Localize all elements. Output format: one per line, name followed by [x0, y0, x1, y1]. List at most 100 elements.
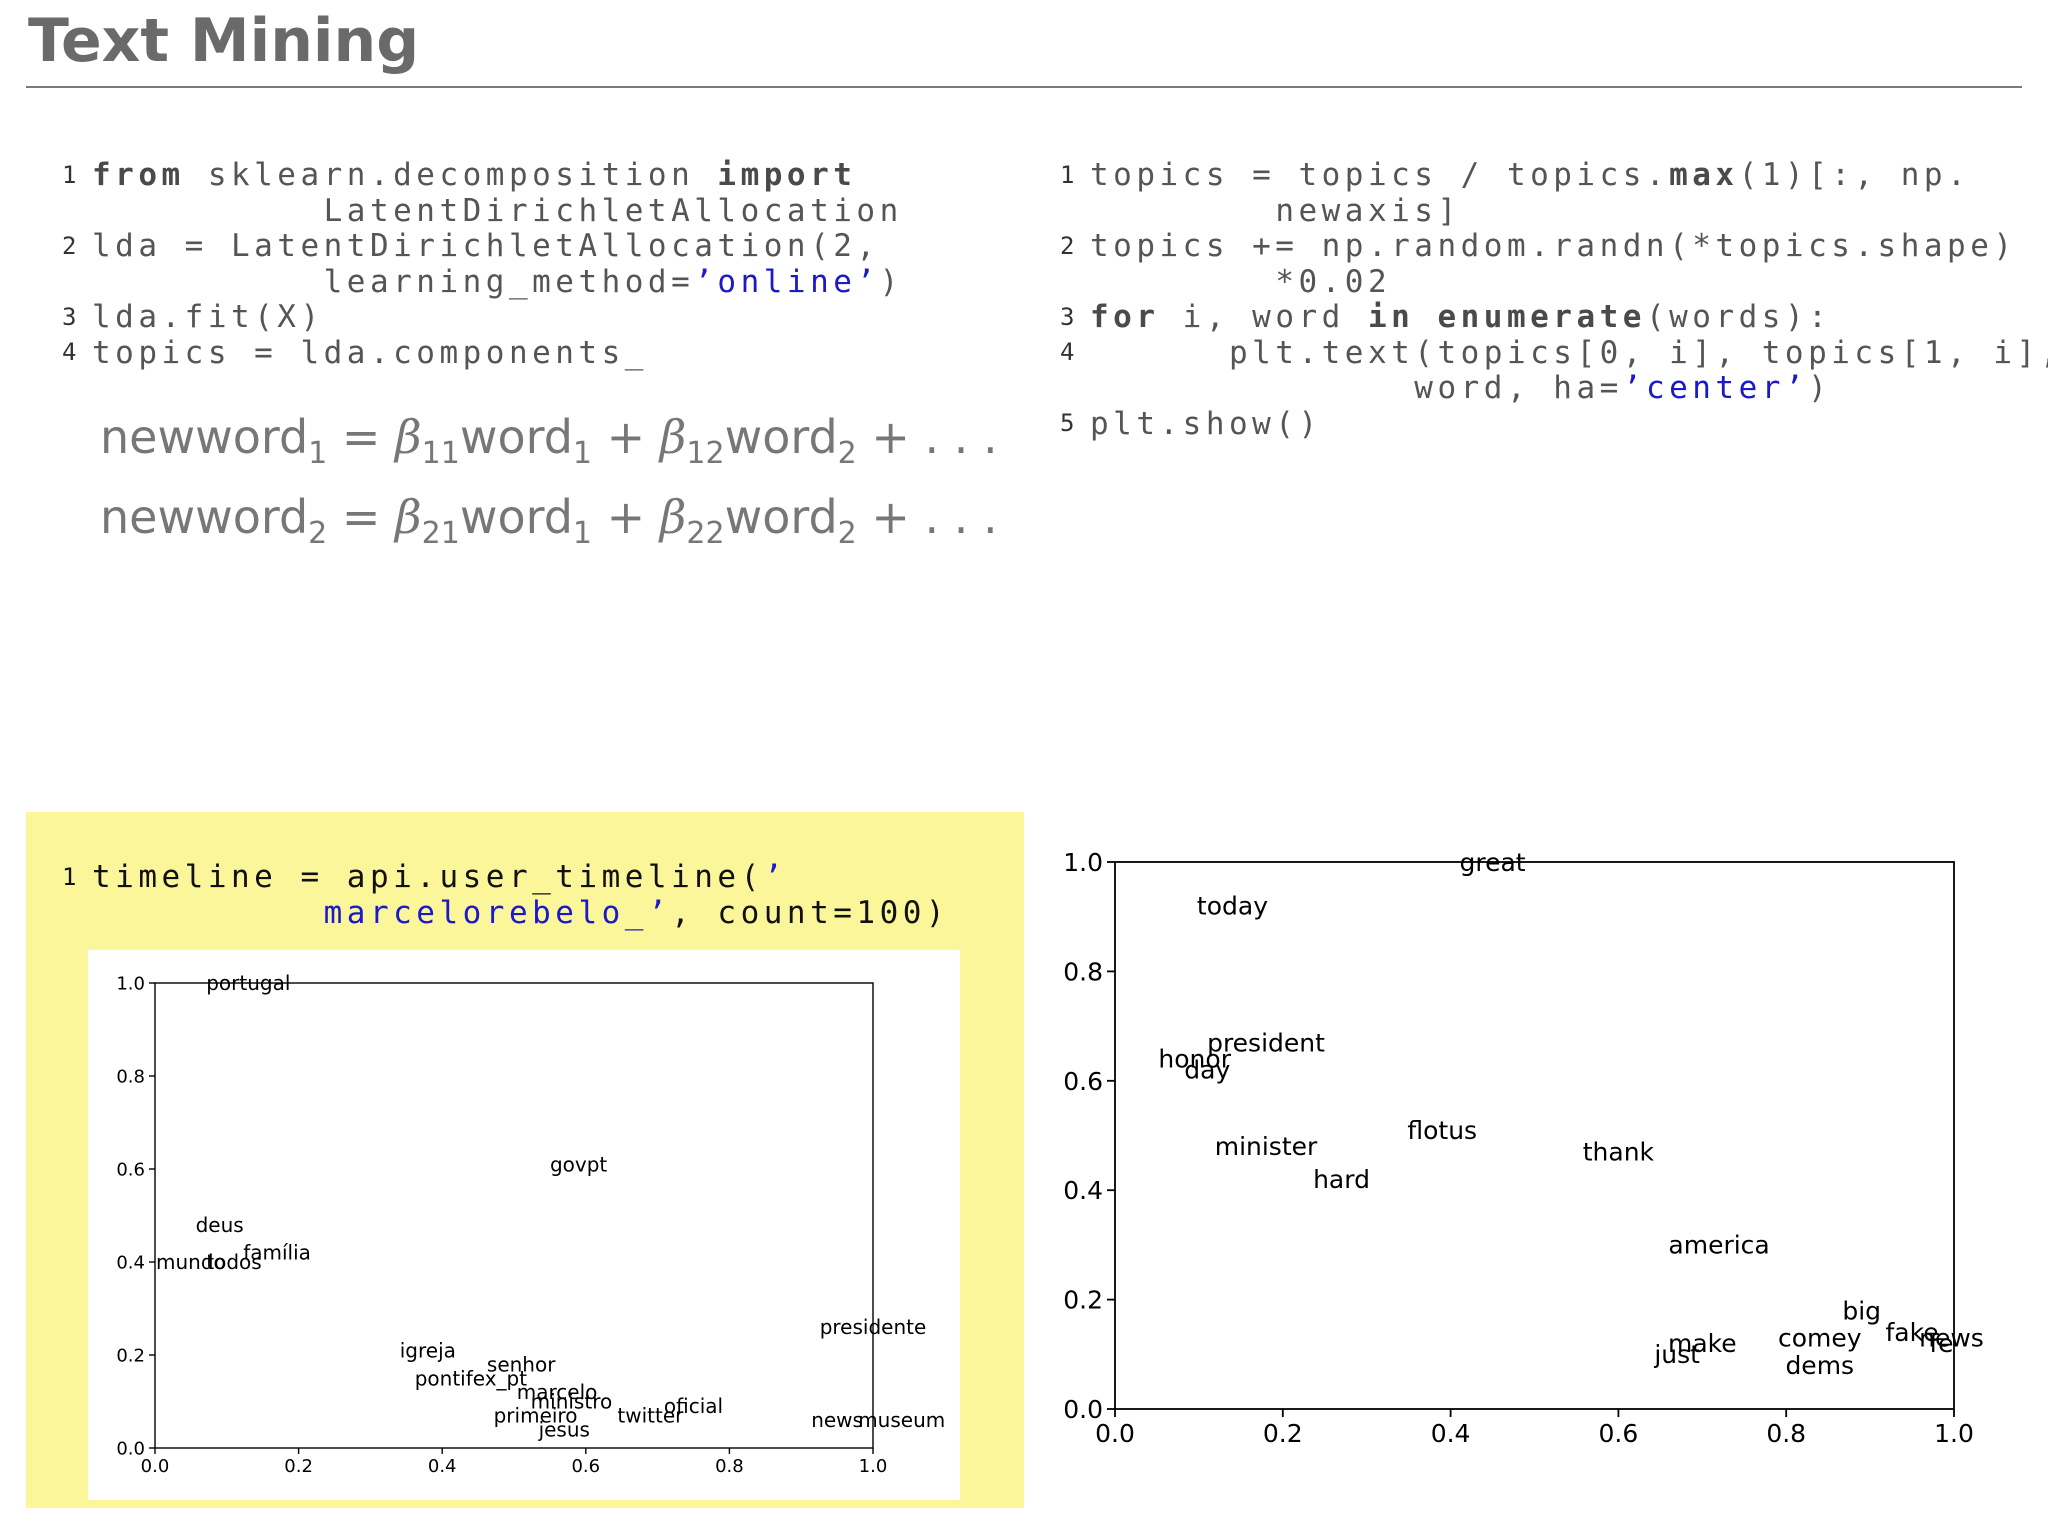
code-text: learning_method=	[323, 263, 695, 300]
code-text: *0.02	[1275, 263, 1392, 300]
x-tick-label: 0.0	[1095, 1419, 1135, 1448]
line-number: 4	[62, 338, 77, 366]
word-label: twitter	[617, 1403, 684, 1427]
word-label: president	[1207, 1028, 1325, 1057]
code-text: (1)[:, np.	[1738, 157, 1971, 193]
code-text: topics = topics / topics.	[1090, 157, 1670, 193]
code-text: word, ha=	[1414, 370, 1623, 406]
x-tick-label: 0.2	[284, 1456, 313, 1477]
y-tick-label: 0.6	[1063, 1067, 1103, 1096]
equation-newword-1: newword1 = β11word1 + β12word2 + . . .	[100, 410, 998, 471]
word-label: great	[1459, 848, 1525, 877]
line-number: 3	[62, 303, 77, 331]
code-text: topics = lda.components_	[92, 334, 648, 371]
code-keyword: max	[1669, 157, 1739, 193]
slide-title: Text Mining	[28, 6, 420, 76]
x-tick-label: 0.8	[715, 1456, 744, 1477]
y-tick-label: 0.4	[1063, 1176, 1103, 1205]
line-number: 1	[62, 161, 77, 189]
code-keyword: for	[1090, 299, 1160, 335]
word-label: day	[1184, 1056, 1230, 1085]
word-label: igreja	[400, 1338, 456, 1362]
x-tick-label: 0.4	[1431, 1419, 1471, 1448]
line-number: 1	[1060, 161, 1075, 189]
code-keyword: import	[717, 157, 857, 193]
word-label: big	[1842, 1296, 1881, 1325]
word-label: primeiro	[494, 1403, 578, 1427]
word-label: honor	[1158, 1045, 1231, 1074]
x-tick-label: 0.8	[1766, 1419, 1806, 1448]
word-label: ministro	[531, 1390, 613, 1414]
title-rule	[26, 86, 2022, 88]
word-label: senhor	[487, 1352, 556, 1376]
code-text: newaxis]	[1275, 192, 1461, 229]
word-label: pontifex_pt	[415, 1366, 528, 1390]
plot-frame	[1114, 861, 1955, 1410]
word-label: fake	[1886, 1318, 1939, 1347]
word-label: oficial	[664, 1394, 723, 1418]
word-label: fe	[1929, 1329, 1953, 1358]
code-block-timeline: 1 timeline = api.user_timeline(’ marcelor…	[62, 859, 950, 931]
word-label: mundo	[156, 1250, 226, 1274]
word-label: deus	[196, 1213, 244, 1237]
code-block-plot: 1 topics = topics / topics.max(1)[:, np. …	[1060, 157, 2048, 442]
code-text: i, word	[1159, 299, 1368, 335]
code-string: ’online’	[694, 263, 880, 300]
code-text: , count=100)	[671, 894, 950, 931]
scatter-chart-marcelo: 0.0 0.2 0.4 0.6 0.8 1.0 0.0 0.2 0.4 0.6 0.8 1.0 port…	[116, 971, 945, 1477]
y-tick-label: 0.2	[116, 1345, 145, 1366]
word-label: flotus	[1407, 1116, 1477, 1145]
word-label: news	[1919, 1324, 1984, 1353]
y-tick-label: 0.8	[116, 1066, 145, 1087]
word-label: america	[1668, 1231, 1769, 1260]
code-keyword: enumerate	[1437, 299, 1646, 335]
word-label: família	[243, 1241, 311, 1265]
code-text: sklearn.decomposition	[184, 157, 718, 193]
x-tick-label: 1.0	[859, 1456, 888, 1477]
code-string: ’	[763, 859, 787, 895]
x-tick-label: 0.4	[428, 1456, 457, 1477]
code-block-lda: 1 from sklearn.decomposition import Laten…	[62, 157, 903, 371]
y-tick-label: 0.8	[1063, 957, 1103, 986]
word-label: todos	[206, 1250, 261, 1274]
line-number: 4	[1060, 338, 1075, 366]
x-tick-label: 1.0	[1934, 1419, 1974, 1448]
x-tick-label: 0.6	[1599, 1419, 1639, 1448]
code-text: plt.show()	[1090, 405, 1322, 442]
code-text: lda = LatentDirichletAllocation(2,	[92, 228, 880, 264]
plot-background	[88, 950, 960, 1500]
y-tick-label: 0.0	[116, 1438, 145, 1459]
code-string: marcelorebelo_’	[323, 894, 672, 931]
line-number: 1	[62, 863, 77, 891]
y-tick-label: 0.2	[1063, 1286, 1103, 1315]
word-label: presidente	[820, 1315, 927, 1339]
code-text: (words):	[1645, 299, 1832, 335]
word-label: dems	[1785, 1351, 1854, 1380]
code-string: ’center’	[1622, 370, 1809, 406]
code-text: plt.text(topics[0, i], topics[1, i],	[1228, 334, 2048, 371]
x-tick-label: 0.2	[1263, 1419, 1303, 1448]
line-number: 2	[62, 232, 77, 260]
word-label: hard	[1313, 1165, 1370, 1194]
plot-frame	[154, 982, 874, 1449]
word-label: jesus	[538, 1417, 590, 1441]
word-label: just	[1653, 1340, 1700, 1369]
word-label: comey	[1778, 1324, 1862, 1353]
word-label: thank	[1583, 1138, 1655, 1167]
word-label: make	[1668, 1329, 1737, 1358]
x-tick-label: 0.6	[571, 1456, 600, 1477]
word-label: today	[1197, 892, 1268, 921]
word-label: govpt	[550, 1152, 607, 1176]
scatter-chart-trump: 0.0 0.2 0.4 0.6 0.8 1.0 0.0 0.2 0.4 0.6 0.8 1.0 grea…	[1063, 848, 1984, 1448]
code-keyword: from	[92, 157, 185, 193]
y-tick-label: 0.6	[116, 1159, 145, 1180]
code-text: timeline = api.user_timeline(	[92, 859, 764, 895]
word-label: portugal	[206, 971, 290, 995]
code-text: LatentDirichletAllocation	[323, 192, 903, 229]
line-number: 3	[1060, 303, 1075, 331]
line-number: 2	[1060, 232, 1075, 260]
equation-newword-2: newword2 = β21word1 + β22word2 + . . .	[100, 490, 998, 551]
code-text: )	[879, 263, 903, 300]
line-number: 5	[1060, 409, 1075, 437]
code-text: lda.fit(X)	[92, 299, 324, 335]
